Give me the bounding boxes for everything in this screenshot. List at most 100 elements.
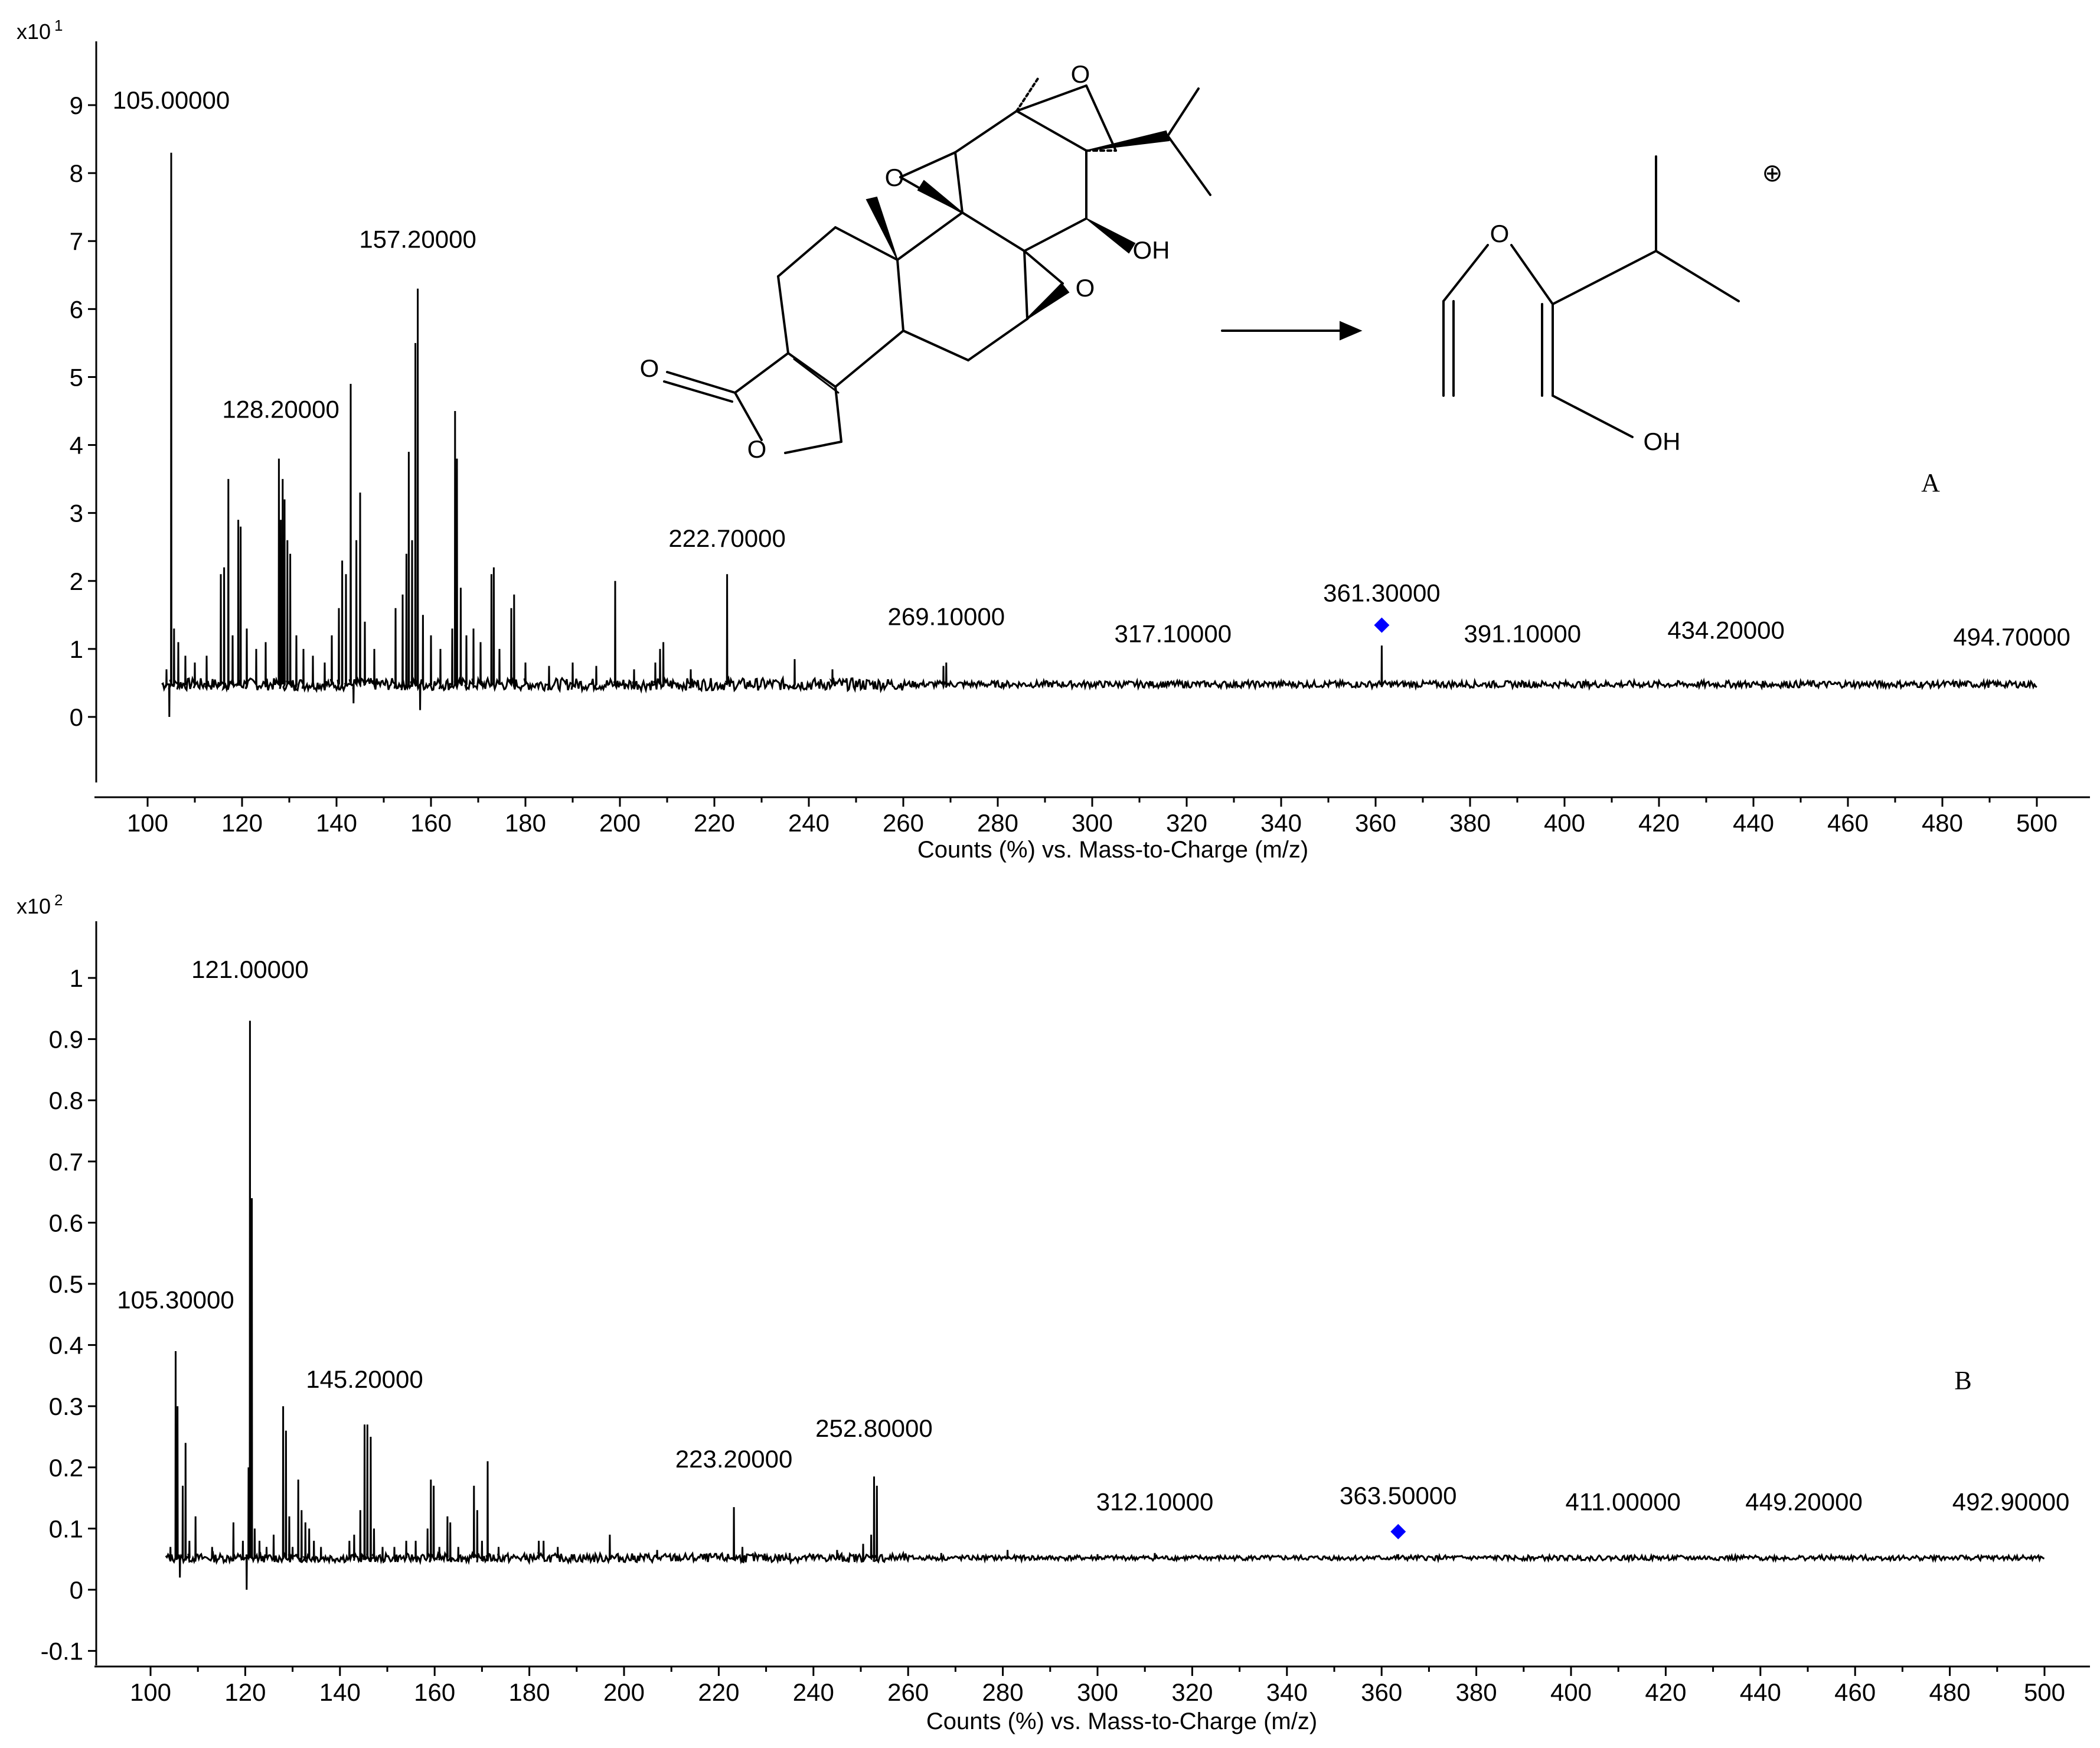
x-tick-label: 240 — [793, 1678, 834, 1706]
x-tick-label: 320 — [1171, 1678, 1213, 1706]
atom-label-oh: OH — [1133, 236, 1170, 264]
peak-label: 145.20000 — [306, 1365, 423, 1393]
x-tick-label: 500 — [2016, 809, 2057, 837]
peak-label: 391.10000 — [1464, 619, 1582, 647]
peak-label: 269.10000 — [888, 603, 1005, 631]
x-tick-label: 160 — [410, 809, 452, 837]
y-tick-label: 1 — [70, 964, 83, 992]
y-tick-label: 0.9 — [49, 1026, 83, 1054]
y-tick-label: 0 — [70, 703, 83, 731]
peak-label: 363.50000 — [1340, 1482, 1457, 1509]
peak-label: 105.30000 — [117, 1286, 234, 1313]
atom-labels-fragment: O OH ⊕ — [1490, 159, 1783, 455]
x-tick-label: 360 — [1355, 809, 1396, 837]
x-tick-label: 180 — [505, 809, 546, 837]
panel-label-b: B — [1954, 1366, 1971, 1395]
y-multiplier-b: x10 2 — [17, 891, 63, 918]
peak-label: 128.20000 — [222, 396, 339, 423]
x-tick-label: 300 — [1077, 1678, 1118, 1706]
y-tick-label: 4 — [70, 432, 83, 459]
y-tick-label: 0 — [70, 1576, 83, 1604]
y-tick-label: 0.4 — [49, 1332, 83, 1359]
panel-label-a: A — [1921, 468, 1940, 497]
x-tick-label: 380 — [1449, 809, 1491, 837]
y-tick-label: 0.6 — [49, 1209, 83, 1237]
y-tick-label: 2 — [70, 568, 83, 595]
peak-label: 252.80000 — [815, 1414, 933, 1442]
y-ticks-a: 0 1 2 3 4 5 6 7 8 9 — [70, 92, 96, 731]
peak-label: 492.90000 — [1952, 1488, 2070, 1515]
y-tick-label: 7 — [70, 227, 83, 255]
peak-labels-b: 121.00000 105.30000 145.20000 223.20000 252.… — [117, 955, 2069, 1515]
charge-symbol: ⊕ — [1762, 159, 1782, 187]
y-ticks-b: -0.1 0 0.1 0.2 0.3 0.4 0.5 0.6 0.7 0.8 0.9 1 — [41, 964, 96, 1665]
x-tick-label: 460 — [1834, 1678, 1876, 1706]
x-tick-label: 200 — [603, 1678, 645, 1706]
peak-label: 223.20000 — [675, 1445, 793, 1473]
atom-label-o1: O — [1071, 60, 1090, 88]
x-tick-label: 360 — [1361, 1678, 1402, 1706]
x-ticks-b: 100 120 140 160 180 200 220 240 260 280 300 320 340 3… — [130, 1667, 2065, 1706]
y-tick-label: 0.3 — [49, 1392, 83, 1420]
x-tick-label: 260 — [887, 1678, 929, 1706]
peak-label: 121.00000 — [191, 955, 309, 983]
x-tick-label: 220 — [698, 1678, 739, 1706]
x-tick-label: 420 — [1645, 1678, 1686, 1706]
x-tick-label: 500 — [2024, 1678, 2065, 1706]
peak-labels-a: 105.00000 128.20000 157.20000 222.70000 269.… — [113, 86, 2070, 651]
x-axis-title-b: Counts (%) vs. Mass-to-Charge (m/z) — [926, 1708, 1317, 1734]
x-tick-label: 340 — [1260, 809, 1302, 837]
x-tick-label: 100 — [127, 809, 168, 837]
atom-label-o2: O — [885, 164, 904, 191]
x-tick-label: 440 — [1740, 1678, 1781, 1706]
x-tick-label: 400 — [1550, 1678, 1592, 1706]
precursor-diamond — [1374, 617, 1390, 633]
y-tick-label: 1 — [70, 635, 83, 663]
y-tick-label: 5 — [70, 363, 83, 391]
x-tick-label: 460 — [1827, 809, 1869, 837]
y-tick-label: 9 — [70, 92, 83, 119]
x-tick-label: 280 — [982, 1678, 1024, 1706]
x-axis-title-a: Counts (%) vs. Mass-to-Charge (m/z) — [917, 837, 1308, 863]
peak-label: 494.70000 — [1953, 623, 2070, 651]
x-tick-label: 400 — [1544, 809, 1585, 837]
peak-label: 434.20000 — [1667, 617, 1785, 644]
peak-label: 105.00000 — [113, 86, 230, 114]
atom-label-carbonyl-o: O — [640, 354, 659, 382]
peak-label: 312.10000 — [1096, 1488, 1214, 1515]
x-tick-label: 100 — [130, 1678, 171, 1706]
x-tick-label: 200 — [599, 809, 641, 837]
y-tick-label: 0.7 — [49, 1148, 83, 1176]
x-tick-label: 120 — [221, 809, 263, 837]
y-tick-label: 8 — [70, 159, 83, 187]
fragment-ion-structure — [1442, 155, 1740, 438]
x-tick-label: 160 — [414, 1678, 455, 1706]
y-tick-label: -0.1 — [41, 1638, 83, 1665]
spectrum-trace-a — [161, 152, 2037, 718]
x-tick-label: 480 — [1922, 809, 1963, 837]
x-tick-label: 480 — [1929, 1678, 1971, 1706]
y-tick-label: 0.8 — [49, 1087, 83, 1114]
x-tick-label: 440 — [1733, 809, 1774, 837]
y-multiplier-a: x10 1 — [17, 17, 63, 44]
precursor-marker-b — [1390, 1524, 1406, 1540]
peak-label: 222.70000 — [668, 524, 786, 552]
x-tick-label: 420 — [1638, 809, 1680, 837]
spectrum-panel-b: x10 2 -0.1 0 0.1 0.2 0.3 0.4 0.5 0.6 0.7 0.8 0.9 1 1… — [17, 891, 2090, 1734]
peak-label: 157.20000 — [359, 226, 476, 253]
reaction-arrow — [1221, 321, 1363, 341]
atom-label-ring-o: O — [747, 435, 767, 463]
x-tick-label: 140 — [319, 1678, 361, 1706]
x-tick-label: 280 — [977, 809, 1018, 837]
x-tick-label: 220 — [694, 809, 735, 837]
x-tick-label: 120 — [224, 1678, 266, 1706]
structure-inset: O O OH O O O O OH ⊕ — [640, 60, 1783, 463]
x-tick-label: 380 — [1456, 1678, 1497, 1706]
x-tick-label: 180 — [509, 1678, 550, 1706]
fragment-label-o: O — [1490, 220, 1510, 247]
x-tick-label: 300 — [1072, 809, 1113, 837]
peak-label: 361.30000 — [1323, 579, 1441, 606]
x-tick-label: 240 — [788, 809, 829, 837]
peak-label: 317.10000 — [1115, 619, 1232, 647]
